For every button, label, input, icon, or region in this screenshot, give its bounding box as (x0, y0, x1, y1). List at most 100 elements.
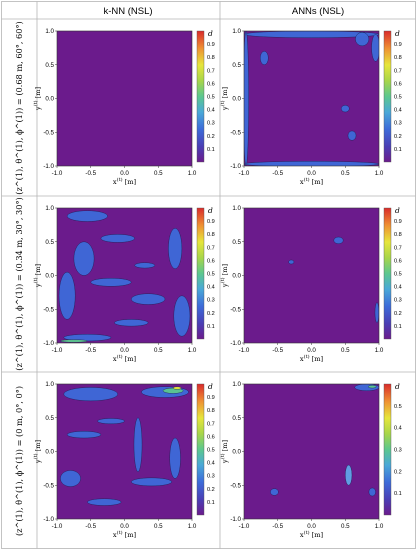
y-tick-label: 0.0 (232, 449, 241, 456)
error-region (341, 105, 350, 113)
colorbar-tick-label: 0.5 (207, 448, 215, 454)
error-region (173, 295, 191, 337)
x-axis-label: x(t) [m] (113, 529, 136, 539)
y-tick-label: -1.0 (230, 516, 241, 523)
y-tick-label: 1.0 (232, 205, 241, 212)
error-region (134, 262, 156, 269)
colorbar-title: d (395, 206, 400, 215)
colorbar-tick-label: 0.4 (207, 285, 215, 291)
x-tick-label: -0.5 (272, 170, 283, 177)
x-tick-label: -0.5 (85, 523, 96, 530)
colorbar-tick-label: 0.4 (394, 285, 402, 291)
error-regions (60, 386, 189, 506)
error-region (66, 210, 108, 222)
error-region (172, 386, 182, 390)
colorbar-tick-label: 0.3 (394, 298, 402, 304)
colorbar-tick-label: 0.2 (207, 487, 215, 493)
colorbar-tick-label: 0.1 (394, 324, 402, 330)
colorbar-tick-label: 0.2 (394, 311, 402, 317)
y-tick-label: -1.0 (230, 340, 241, 347)
x-tick-label: 0.5 (341, 170, 350, 177)
heatmap-field (57, 384, 192, 519)
colorbar-tick-label: 0.2 (207, 134, 215, 140)
y-tick-label: 1.0 (232, 381, 241, 388)
x-axis-label: x(t) [m] (300, 353, 323, 363)
y-tick-label: 1.0 (232, 28, 241, 35)
error-region (169, 437, 181, 479)
panel-row2-knn: -1.0 -0.5 0.0 0.5 1.0 -1.0 -0.5 0.0 0.5 1.0 x(t) [… (32, 205, 215, 363)
x-tick-label: 1.0 (188, 347, 197, 354)
colorbar (383, 30, 392, 163)
colorbar-tick-label: 0.4 (394, 108, 402, 114)
heatmap-field (244, 208, 379, 343)
y-tick-label: -1.0 (230, 163, 241, 170)
heatmap-field (244, 384, 379, 519)
y-tick-label: -0.5 (230, 306, 241, 313)
error-region (131, 477, 172, 487)
colorbar-tick-label: 0.1 (394, 491, 402, 497)
x-tick-label: -0.5 (272, 347, 283, 354)
y-axis-label: y(t) [m] (32, 87, 42, 111)
x-tick-label: 0.0 (307, 523, 316, 530)
y-tick-label: 0.5 (232, 239, 241, 246)
header-ann: ANNs (NSL) (292, 6, 344, 17)
colorbar-tick-label: 0.4 (394, 426, 402, 432)
colorbar-tick-label: 0.9 (207, 219, 215, 225)
y-tick-label: 0.0 (45, 273, 54, 280)
colorbar-tick-label: 0.6 (207, 434, 215, 440)
panel-row1-ann: -1.0 -0.5 0.0 0.5 1.0 -1.0 -0.5 0.0 0.5 1.0 x(t) [… (219, 28, 402, 186)
error-region (368, 487, 376, 497)
colorbar-tick-label: 0.3 (207, 121, 215, 127)
colorbar-tick-label: 0.3 (207, 474, 215, 480)
x-axis-label: x(t) [m] (300, 529, 323, 539)
x-axis-label: x(t) [m] (300, 176, 323, 186)
x-tick-label: 1.0 (375, 347, 384, 354)
error-region (168, 228, 183, 269)
error-regions (244, 31, 379, 166)
row-label-3: (z^(1), θ^(1), ϕ^(1)) = (0 m, 0°, 0°) (14, 386, 24, 536)
panel-row2-ann: -1.0 -0.5 0.0 0.5 1.0 -1.0 -0.5 0.0 0.5 1.0 x(t) [… (219, 205, 402, 363)
colorbar-tick-label: 0.8 (394, 232, 402, 238)
error-region (371, 34, 379, 62)
x-tick-label: 1.0 (375, 523, 384, 530)
colorbar-title: d (395, 382, 400, 391)
x-tick-label: -1.0 (239, 347, 250, 354)
colorbar-tick-label: 0.4 (207, 108, 215, 114)
error-regions (288, 236, 379, 323)
y-tick-label: -0.5 (43, 129, 54, 136)
colorbar (383, 207, 392, 340)
colorbar-tick-label: 0.4 (207, 461, 215, 467)
x-tick-label: -1.0 (52, 170, 63, 177)
y-tick-label: 0.5 (232, 62, 241, 69)
y-tick-label: 1.0 (45, 28, 54, 35)
colorbar-tick-label: 0.5 (394, 95, 402, 101)
colorbar-tick-label: 0.1 (207, 147, 215, 153)
x-axis-label: x(t) [m] (113, 353, 136, 363)
x-tick-label: 0.0 (120, 170, 129, 177)
colorbar-tick-label: 0.2 (394, 469, 402, 475)
colorbar-title: d (208, 382, 213, 391)
y-tick-label: -1.0 (43, 516, 54, 523)
error-region (90, 278, 132, 287)
y-tick-label: -0.5 (230, 129, 241, 136)
error-region (66, 431, 102, 439)
row-label-1: (z^(1), θ^(1), ϕ^(1)) = (0.68 m, 60°, 60… (14, 21, 24, 194)
error-region (244, 31, 249, 166)
x-tick-label: 1.0 (188, 170, 197, 177)
colorbar-tick-label: 0.5 (394, 272, 402, 278)
y-tick-label: -0.5 (43, 482, 54, 489)
colorbar-tick-label: 0.9 (207, 395, 215, 401)
colorbar-tick-label: 0.2 (207, 311, 215, 317)
heatmap-field (57, 31, 192, 166)
x-tick-label: -0.5 (85, 347, 96, 354)
colorbar-tick-label: 0.7 (207, 68, 215, 74)
error-region (87, 498, 122, 506)
colorbar-tick-label: 0.1 (207, 324, 215, 330)
error-region (368, 385, 377, 389)
colorbar-tick-label: 0.2 (394, 134, 402, 140)
x-tick-label: 1.0 (188, 523, 197, 530)
row-label-2: (z^(1), θ^(1), ϕ^(1)) = (0.34 m, 30°, 30… (14, 197, 24, 370)
panel-row3-ann: -1.0 -0.5 0.0 0.5 1.0 -1.0 -0.5 0.0 0.5 1.0 x(t) [… (219, 381, 402, 539)
colorbar-tick-label: 0.8 (394, 55, 402, 61)
